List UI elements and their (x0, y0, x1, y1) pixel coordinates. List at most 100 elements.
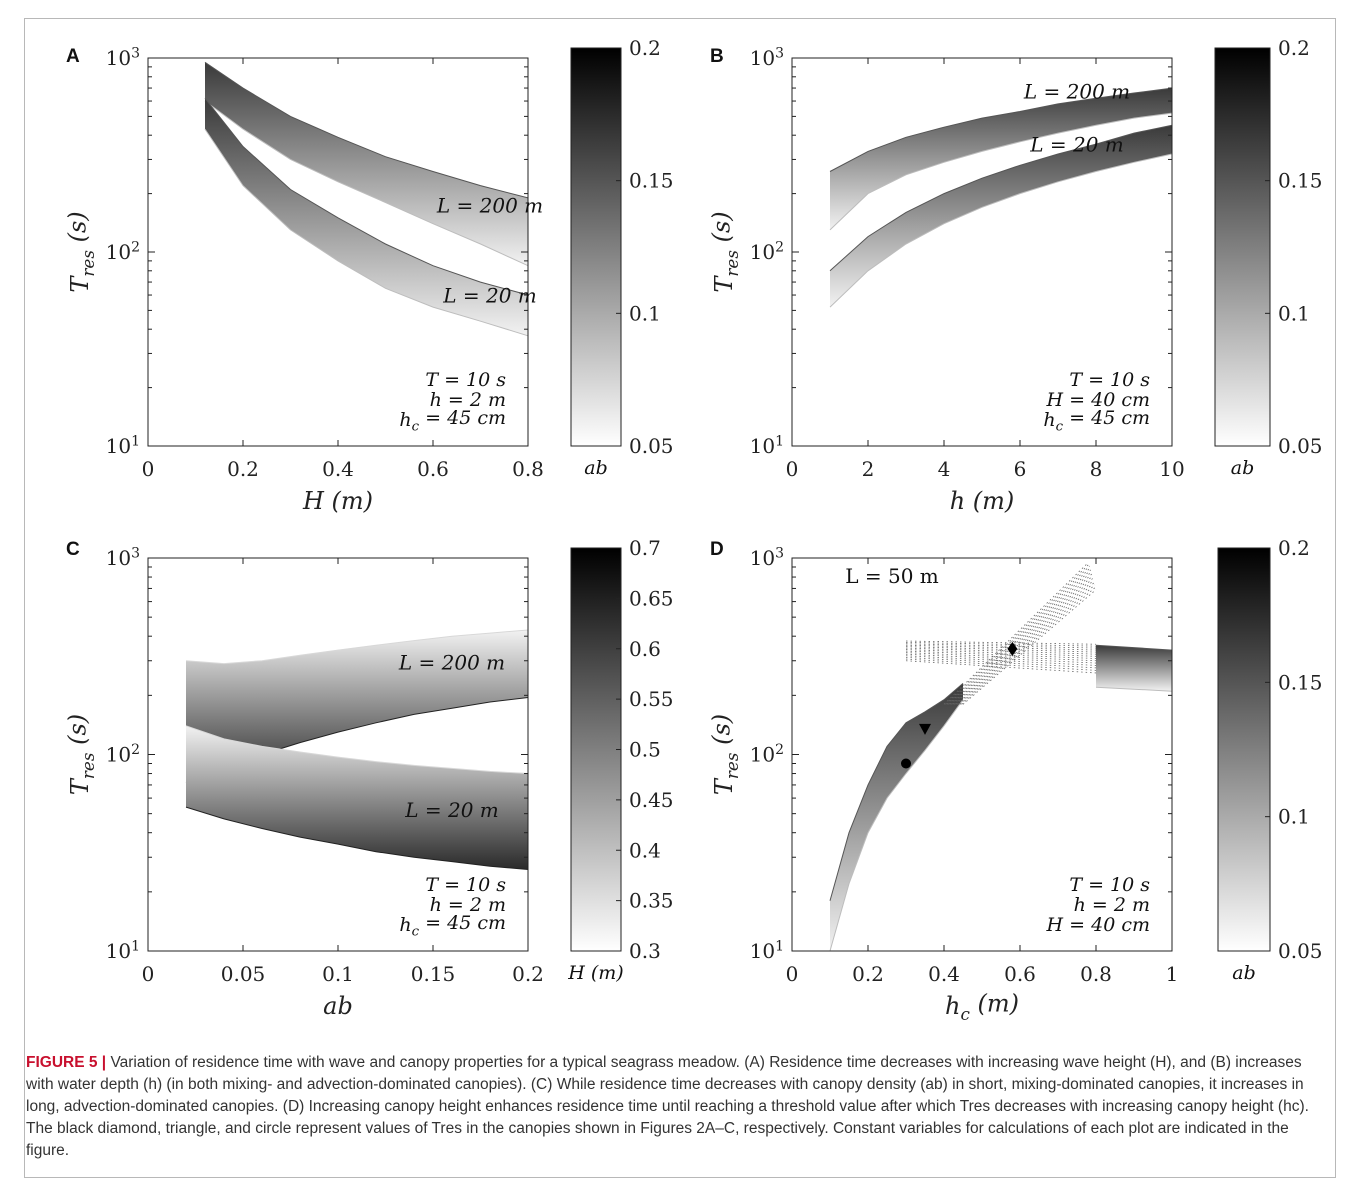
colorbar-tick-label: 0.4 (629, 838, 661, 862)
x-tick-label: 0.15 (411, 962, 456, 986)
triangle-marker (919, 723, 931, 735)
band-upper-edge (1095, 644, 1173, 651)
colorbar-tick-label: 0.05 (629, 434, 674, 458)
panel-letter: A (66, 46, 80, 67)
band-upper-edge (829, 683, 964, 901)
condition-annotation: hc​ = 45 cm (399, 407, 506, 435)
figure-caption: FIGURE 5 | Variation of residence time w… (26, 1052, 1322, 1162)
y-tick-label: 102​ (750, 239, 784, 264)
series-band (1095, 644, 1173, 692)
condition-annotation: T = 10 s (425, 874, 506, 896)
y-tick-label: 101​ (106, 433, 140, 458)
panel-letter: B (710, 46, 724, 67)
y-tick-label: 103​ (106, 45, 140, 70)
dotted-line (905, 640, 1097, 645)
band-area (186, 725, 528, 870)
condition-annotation: H = 40 cm (1046, 389, 1150, 411)
colorbar-tick-label: 0.1 (629, 301, 661, 325)
x-tick-label: 10 (1159, 457, 1184, 481)
x-tick-label: 4 (938, 457, 951, 481)
band-lower-edge (204, 100, 529, 267)
dotted-line (905, 656, 1097, 669)
band-lower-edge (829, 153, 1173, 308)
dotted-line (956, 580, 1094, 705)
dotted-line (959, 584, 1096, 705)
condition-annotation: T = 10 s (425, 369, 506, 391)
caption-text: Variation of residence time with wave an… (26, 1054, 1309, 1159)
colorbar-label: H (m) (567, 962, 623, 984)
condition-annotation: hc​ = 45 cm (1043, 407, 1150, 435)
band-area (830, 88, 1172, 230)
series-label: L = 200 m (398, 651, 505, 675)
band-upper-edge (829, 124, 1173, 272)
band-lower-edge (829, 112, 1173, 231)
band-lower-edge (185, 806, 529, 870)
y-tick-label: 103​ (750, 45, 784, 70)
x-tick-label: 0.1 (322, 962, 354, 986)
series-band (185, 725, 529, 870)
x-axis-label: h (m) (950, 487, 1015, 515)
x-tick-label: 0 (786, 962, 799, 986)
colorbar (570, 47, 622, 447)
dotted-line (905, 647, 1097, 655)
condition-annotation: h = 2 m (430, 894, 506, 916)
panel-a: A 0 0.2 0.4 0.6 0.8 101​ 102​ 103​ H (m) Tres​ (s)… (63, 36, 673, 515)
dotted-line (905, 643, 1097, 649)
x-tick-label: 8 (1090, 457, 1103, 481)
colorbar-tick-label: 0.35 (629, 889, 674, 913)
x-tick-label: 0.8 (512, 457, 544, 481)
condition-annotation: hc​ = 45 cm (399, 912, 506, 940)
colorbar-tick-label: 0.5 (629, 738, 661, 762)
colorbar-tick-label: 0.2 (629, 36, 661, 60)
dotted-line (949, 569, 1092, 705)
dotted-line (953, 575, 1093, 705)
panel-title: L = 50 m (845, 564, 939, 588)
panel-d: D 0 0.2 0.4 0.6 0.8 1 101​ 102​ 103​ hc​ (m) Tres​ … (707, 536, 1322, 1024)
band-area (830, 683, 963, 951)
series-band (204, 61, 529, 267)
colorbar-tick-label: 0.2 (1278, 536, 1310, 560)
y-tick-label: 102​ (750, 742, 784, 767)
series-band (204, 97, 529, 337)
colorbar (1217, 547, 1271, 952)
dotted-line (961, 586, 1096, 705)
colorbar-tick-label: 0.15 (1278, 670, 1323, 694)
figure-frame (24, 18, 1336, 1178)
y-tick-label: 101​ (750, 433, 784, 458)
band-upper-edge (204, 61, 529, 199)
dotted-line (958, 582, 1095, 705)
y-tick-label: 103​ (106, 545, 140, 570)
x-axis-label: H (m) (302, 487, 373, 515)
dotted-line (952, 573, 1093, 705)
panel-letter: C (66, 539, 80, 560)
colorbar-tick-label: 0.1 (1278, 805, 1310, 829)
colorbar-tick-label: 0.55 (629, 687, 674, 711)
dotted-line (905, 646, 1097, 653)
dotted-line (905, 644, 1097, 651)
y-tick-label: 101​ (106, 938, 140, 963)
band-upper-edge (829, 87, 1173, 172)
band-upper-edge (185, 629, 529, 665)
band-area (205, 98, 528, 336)
y-axis-label: Tres​ (s) (63, 714, 97, 795)
colorbar-tick-label: 0.05 (1278, 434, 1323, 458)
band-lower-edge (1095, 686, 1173, 692)
x-tick-label: 0.6 (417, 457, 449, 481)
caption-label: FIGURE 5 | (26, 1054, 107, 1071)
panel-letter: D (710, 539, 724, 560)
series-label: L = 200 m (436, 193, 543, 217)
colorbar-tick-label: 0.15 (1278, 169, 1323, 193)
band-area (205, 62, 528, 266)
colorbar-tick-label: 0.45 (629, 788, 674, 812)
diamond-marker (1007, 641, 1018, 656)
colorbar (1214, 47, 1271, 447)
colorbar-label: ab (1232, 962, 1256, 984)
circle-marker (901, 758, 911, 769)
colorbar (570, 547, 622, 952)
x-axis-label: hc​ (m) (945, 989, 1019, 1023)
dotted-line (945, 563, 1090, 705)
colorbar-tick-label: 0.15 (629, 169, 674, 193)
y-tick-label: 103​ (750, 545, 784, 570)
x-tick-label: 0.4 (322, 457, 354, 481)
band-area (830, 125, 1172, 308)
